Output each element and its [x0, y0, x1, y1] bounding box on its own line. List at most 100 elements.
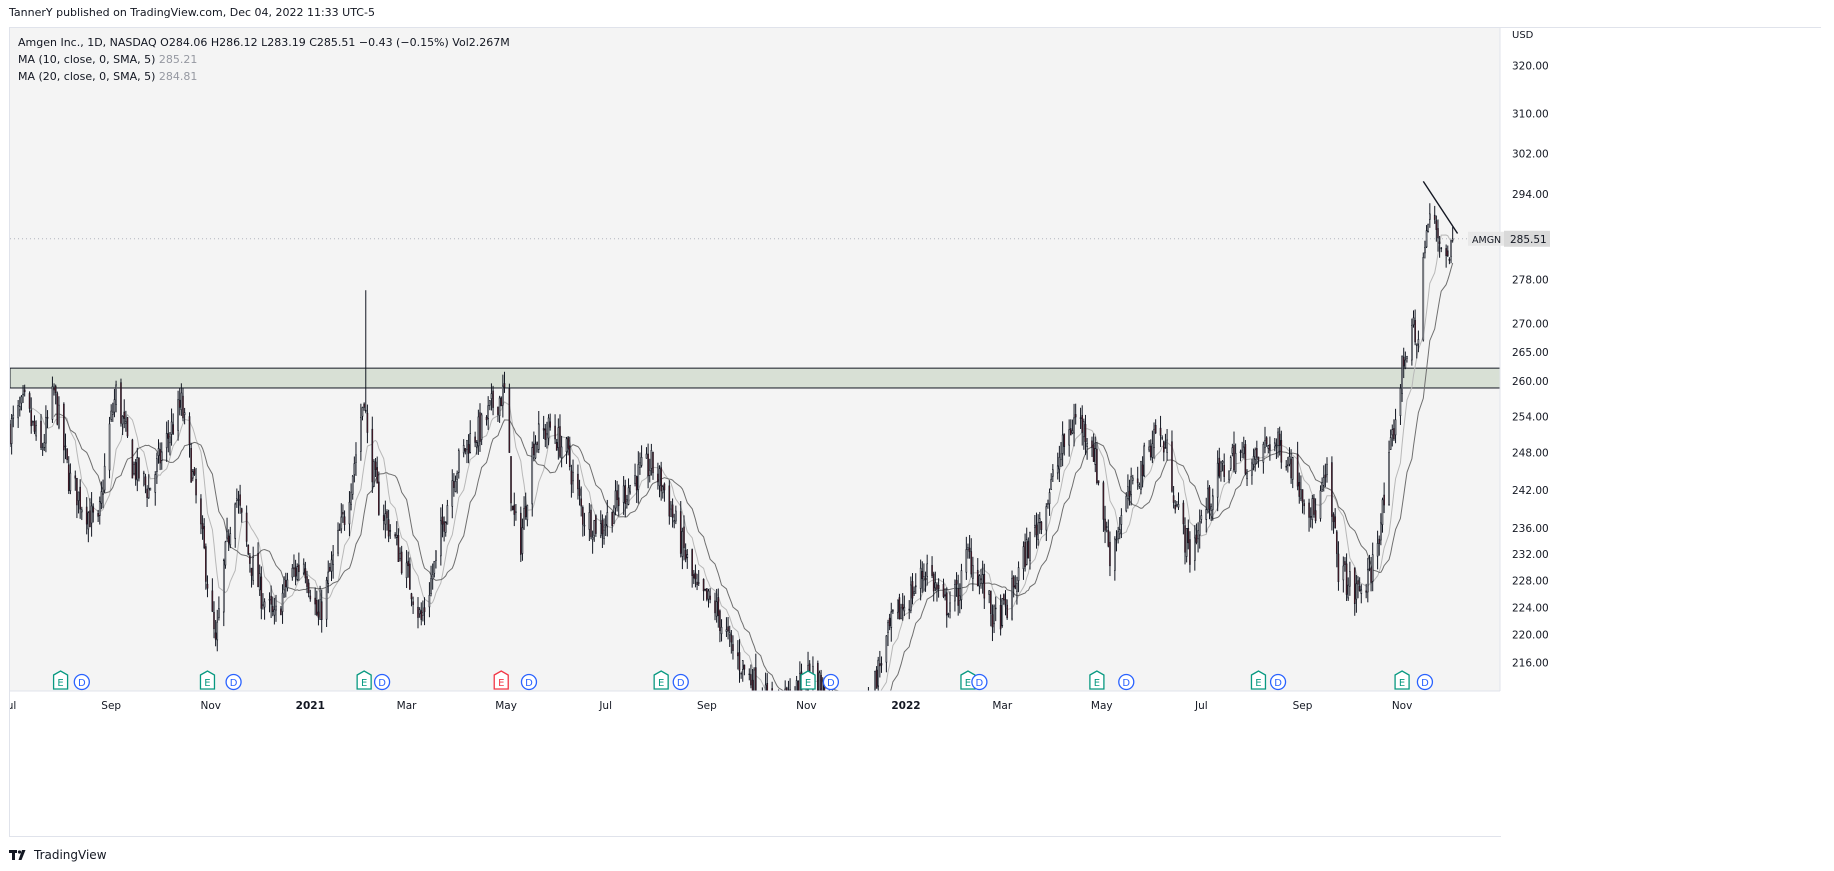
candle[interactable] [885, 635, 888, 673]
candle[interactable] [32, 420, 34, 426]
candle[interactable] [568, 436, 571, 471]
candle[interactable] [431, 563, 434, 590]
candle[interactable] [355, 442, 357, 476]
candle[interactable] [43, 433, 46, 452]
candle[interactable] [1402, 347, 1405, 379]
candle[interactable] [40, 414, 42, 450]
candle[interactable] [697, 570, 700, 586]
candle[interactable] [332, 545, 334, 579]
candle[interactable] [1424, 240, 1426, 259]
candle[interactable] [1234, 443, 1237, 474]
candle[interactable] [441, 504, 444, 538]
candle[interactable] [503, 371, 506, 393]
candle[interactable] [167, 420, 170, 453]
time-tick-label[interactable]: 2022 [891, 700, 920, 712]
candle[interactable] [601, 514, 604, 549]
candle[interactable] [1358, 577, 1361, 592]
candle[interactable] [1298, 472, 1301, 504]
candle[interactable] [1321, 477, 1323, 493]
candle[interactable] [1239, 449, 1242, 462]
candle[interactable] [131, 438, 134, 479]
candle[interactable] [606, 499, 609, 537]
candle[interactable] [275, 594, 277, 622]
candle[interactable] [373, 459, 375, 487]
candle[interactable] [1229, 455, 1232, 472]
candle[interactable] [268, 592, 271, 613]
candle[interactable] [784, 680, 786, 727]
candle[interactable] [1391, 424, 1394, 447]
ma20-legend[interactable]: MA (20, close, 0, SMA, 5) 284.81 [18, 68, 510, 85]
candle[interactable] [603, 518, 605, 545]
candle[interactable] [640, 445, 643, 468]
candle[interactable] [1001, 597, 1004, 628]
candle[interactable] [1262, 441, 1265, 474]
candle[interactable] [957, 574, 959, 616]
candle[interactable] [1166, 429, 1168, 461]
candle[interactable] [41, 442, 44, 456]
candle[interactable] [526, 504, 529, 527]
candle[interactable] [1022, 541, 1025, 580]
candle[interactable] [386, 509, 388, 531]
candle[interactable] [234, 502, 237, 548]
candle[interactable] [842, 723, 843, 742]
candle[interactable] [1256, 440, 1258, 465]
candle[interactable] [1084, 414, 1087, 455]
candle[interactable] [730, 630, 733, 654]
candle[interactable] [306, 570, 308, 594]
candle[interactable] [549, 413, 551, 431]
candle[interactable] [771, 681, 773, 719]
candlestick-chart[interactable]: E D E D E D E D E D E D E D E D E D E DUSD320.00310.00302.0… [10, 28, 1822, 838]
candle[interactable] [280, 606, 282, 616]
candle[interactable] [405, 550, 408, 589]
candle[interactable] [1161, 435, 1163, 441]
candle[interactable] [17, 400, 19, 428]
candle[interactable] [77, 491, 80, 514]
candle[interactable] [218, 596, 220, 621]
candle[interactable] [647, 443, 649, 489]
candle[interactable] [1149, 439, 1152, 461]
dividend-event[interactable]: D [373, 673, 391, 691]
price-tick-label[interactable]: 216.00 [1512, 658, 1549, 670]
candle[interactable] [660, 461, 662, 501]
candle[interactable] [1303, 499, 1305, 515]
candle[interactable] [755, 653, 757, 714]
candle[interactable] [456, 470, 458, 494]
candle[interactable] [1083, 418, 1085, 450]
candle[interactable] [694, 564, 697, 588]
dividend-event[interactable]: D [822, 673, 840, 691]
candle[interactable] [159, 442, 161, 471]
candle[interactable] [1211, 488, 1214, 521]
candle[interactable] [457, 448, 460, 479]
candle[interactable] [949, 591, 951, 619]
candle[interactable] [732, 635, 734, 660]
candle[interactable] [924, 571, 927, 592]
candle[interactable] [250, 567, 253, 588]
candle[interactable] [715, 588, 718, 623]
candle[interactable] [10, 414, 13, 455]
candle[interactable] [81, 506, 83, 521]
candle[interactable] [97, 509, 99, 522]
candle[interactable] [316, 590, 318, 617]
candle[interactable] [1376, 530, 1379, 570]
candle[interactable] [967, 543, 969, 559]
candle[interactable] [364, 290, 367, 414]
symbol-ohlc-line[interactable]: Amgen Inc., 1D, NASDAQ O284.06 H286.12 L… [18, 36, 510, 49]
candle[interactable] [112, 402, 114, 422]
candle[interactable] [147, 474, 150, 499]
candle[interactable] [1210, 503, 1212, 521]
candle[interactable] [1228, 470, 1230, 484]
time-tick-label[interactable]: Jul [10, 700, 16, 712]
candle[interactable] [590, 504, 592, 540]
candle[interactable] [23, 384, 26, 397]
candle[interactable] [1025, 527, 1028, 566]
candle[interactable] [908, 600, 911, 620]
candle[interactable] [177, 390, 179, 441]
earnings-event[interactable]: E [199, 670, 216, 690]
candle[interactable] [593, 519, 596, 542]
candle[interactable] [423, 597, 426, 626]
candle[interactable] [435, 550, 437, 569]
candle[interactable] [510, 456, 512, 512]
candle[interactable] [492, 385, 494, 416]
candle[interactable] [1309, 507, 1312, 528]
time-axis-bg[interactable] [10, 692, 1500, 720]
